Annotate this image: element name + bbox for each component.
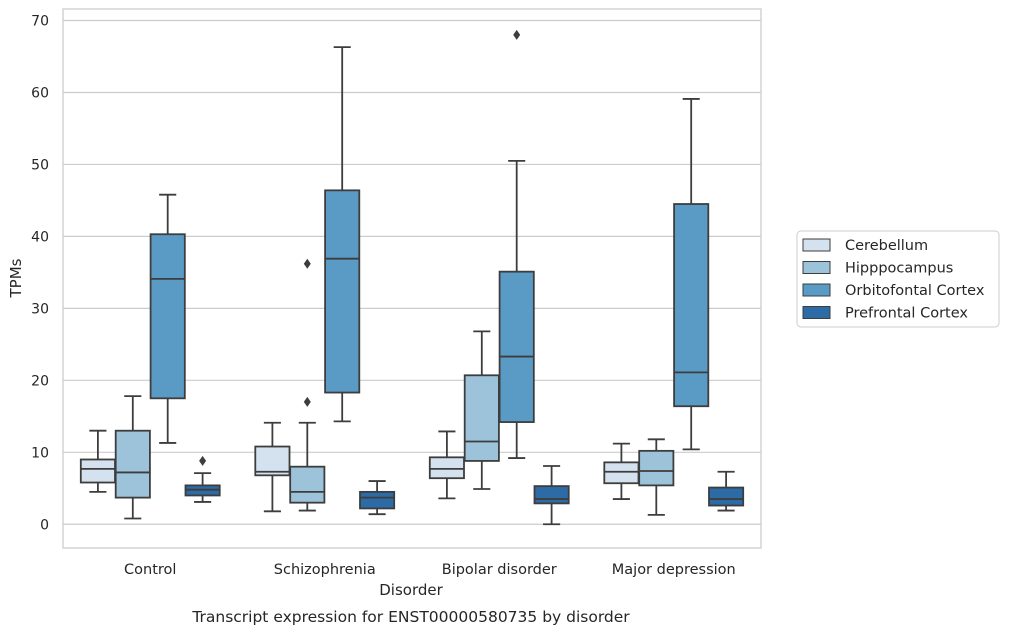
x-tick-labels: Control Schizophrenia Bipolar disorder Majo… <box>124 562 736 578</box>
box-orbitofontal-cortex-bipolar-disorder <box>498 29 535 459</box>
box-body <box>673 203 710 408</box>
outlier-point <box>199 455 207 466</box>
box-orbitofontal-cortex-control <box>149 193 186 444</box>
outlier-point <box>303 258 311 269</box>
box-body <box>498 270 535 423</box>
box-hipppocampus-schizophrenia <box>289 258 326 512</box>
box-body <box>149 233 186 400</box>
y-tick-labels: 0 10 20 30 40 50 60 70 <box>31 14 49 534</box>
box-body <box>359 490 396 510</box>
legend-frame <box>796 230 1000 328</box>
box-hipppocampus-bipolar-disorder <box>463 330 500 490</box>
box-orbitofontal-cortex-major-depression <box>673 98 710 451</box>
chart-caption: Transcript expression for ENST0000058073… <box>191 608 630 626</box>
box-body <box>324 189 361 394</box>
legend-label: Cerebellum <box>845 238 928 254</box>
x-tick-label: Major depression <box>612 562 736 578</box>
plot-frame <box>62 8 762 549</box>
box-orbitofontal-cortex-schizophrenia <box>324 46 361 423</box>
y-tick-label: 70 <box>31 14 49 30</box>
legend-label: Prefrontal Cortex <box>845 306 968 322</box>
legend-label: Orbitofontal Cortex <box>845 283 985 299</box>
y-tick-label: 0 <box>40 517 49 533</box>
box-prefrontal-cortex-bipolar-disorder <box>533 465 570 526</box>
box-hipppocampus-control <box>114 395 151 520</box>
box-cerebellum-bipolar-disorder <box>428 430 465 500</box>
legend-swatch-prefrontal-cortex <box>802 306 831 319</box>
x-tick-label: Control <box>124 562 176 578</box>
box-cerebellum-schizophrenia <box>254 421 291 513</box>
boxes-layer <box>79 29 745 526</box>
box-body <box>428 456 465 480</box>
box-body <box>638 449 675 487</box>
box-prefrontal-cortex-schizophrenia <box>359 480 396 516</box>
y-tick-label: 40 <box>31 229 49 245</box>
y-tick-label: 30 <box>31 301 49 317</box>
box-body <box>254 445 291 477</box>
y-tick-label: 20 <box>31 373 49 389</box>
legend-swatch-cerebellum <box>802 238 831 252</box>
x-tick-label: Bipolar disorder <box>442 562 557 578</box>
axes-layer <box>62 8 762 549</box>
legend: Cerebellum Hipppocampus Orbitofontal Corte… <box>796 230 1000 328</box>
x-tick-label: Schizophrenia <box>274 562 376 578</box>
box-prefrontal-cortex-major-depression <box>708 470 745 512</box>
box-prefrontal-cortex-control <box>184 455 221 503</box>
box-body <box>463 374 500 462</box>
box-body <box>79 458 116 484</box>
legend-label: Hipppocampus <box>845 261 953 277</box>
box-body <box>533 485 570 505</box>
y-tick-label: 60 <box>31 85 49 101</box>
box-body <box>603 461 640 485</box>
box-body <box>289 465 326 504</box>
box-hipppocampus-major-depression <box>638 438 675 516</box>
outlier-point <box>513 29 521 40</box>
box-cerebellum-control <box>79 429 116 493</box>
y-tick-label: 50 <box>31 157 49 173</box>
y-tick-label: 10 <box>31 445 49 461</box>
outlier-point <box>303 396 311 407</box>
x-axis-label: Disorder <box>379 581 443 599</box>
box-body <box>114 429 151 499</box>
legend-swatch-hipppocampus <box>802 261 831 274</box>
box-body <box>708 486 745 507</box>
legend-swatch-orbitofontal-cortex <box>802 283 831 297</box>
y-axis-label: TPMs <box>7 258 25 298</box>
